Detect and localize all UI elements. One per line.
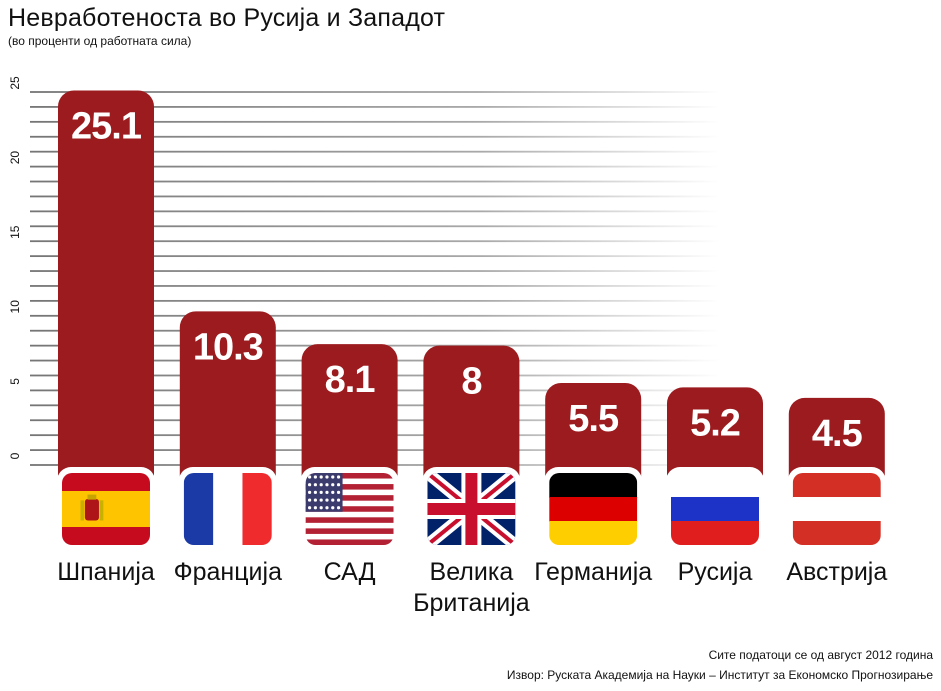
gridline <box>30 150 720 153</box>
gridline <box>30 135 720 138</box>
spain-flag <box>62 473 150 545</box>
gridline <box>30 314 720 317</box>
y-tick-label: 25 <box>8 76 22 90</box>
gridline <box>30 165 720 168</box>
category-label: Британија <box>413 589 530 617</box>
category-label: Велика <box>430 558 514 586</box>
gridline <box>30 91 720 93</box>
bar <box>423 345 520 505</box>
bar-group: 5.2 <box>666 387 764 551</box>
gridline <box>30 120 720 123</box>
bar-value-label: 4.5 <box>812 413 863 455</box>
bar <box>179 311 276 505</box>
russia-flag <box>671 473 759 545</box>
gridline <box>30 106 720 108</box>
y-tick-label: 15 <box>8 225 22 239</box>
gridline <box>30 255 720 258</box>
bar-group: 8.1 <box>300 344 399 551</box>
gridline <box>30 329 720 332</box>
bar <box>301 344 398 505</box>
bar-value-label: 8 <box>461 361 481 403</box>
y-tick-label: 0 <box>8 452 22 459</box>
gridline <box>30 225 720 228</box>
category-label: Германија <box>534 558 652 586</box>
bar-value-label: 10.3 <box>193 326 263 368</box>
gridline <box>30 240 720 243</box>
germany-flag <box>549 473 638 545</box>
y-tick-label: 10 <box>8 300 22 314</box>
bar <box>58 90 154 506</box>
category-label: Франција <box>174 558 282 586</box>
category-label: САД <box>324 558 376 586</box>
category-label: Австрија <box>786 558 887 586</box>
austria-flag <box>792 473 881 545</box>
source-note: Извор: Руската Академија на Науки – Инст… <box>506 668 933 682</box>
bar-value-label: 8.1 <box>325 359 376 401</box>
bar-group: 8 <box>422 345 521 551</box>
y-tick-label: 20 <box>8 151 22 165</box>
gridline <box>30 285 720 287</box>
bar-group: 5.5 <box>544 382 643 551</box>
bar-value-label: 5.5 <box>568 398 619 440</box>
category-label: Шпанија <box>57 558 155 586</box>
uk-flag <box>427 473 516 545</box>
bar-value-label: 25.1 <box>71 106 142 148</box>
gridline <box>30 180 720 183</box>
gridline <box>30 270 720 272</box>
gridline <box>30 299 720 302</box>
usa-flag <box>305 473 394 545</box>
gridline <box>30 195 720 198</box>
france-flag <box>183 473 272 545</box>
bar-value-label: 5.2 <box>690 402 740 444</box>
data-date-note: Сите податоци се од август 2012 година <box>708 648 933 662</box>
gridline <box>30 210 720 213</box>
bar-group: 25.1 <box>57 90 155 551</box>
chart-subtitle: (во проценти од работната сила) <box>8 34 192 48</box>
y-tick-label: 5 <box>8 378 22 385</box>
bar-group: 4.5 <box>787 397 886 551</box>
category-label: Русија <box>678 558 753 586</box>
chart-title: Невработеноста во Русија и Западот <box>8 4 446 32</box>
bar-group: 10.3 <box>178 311 277 551</box>
